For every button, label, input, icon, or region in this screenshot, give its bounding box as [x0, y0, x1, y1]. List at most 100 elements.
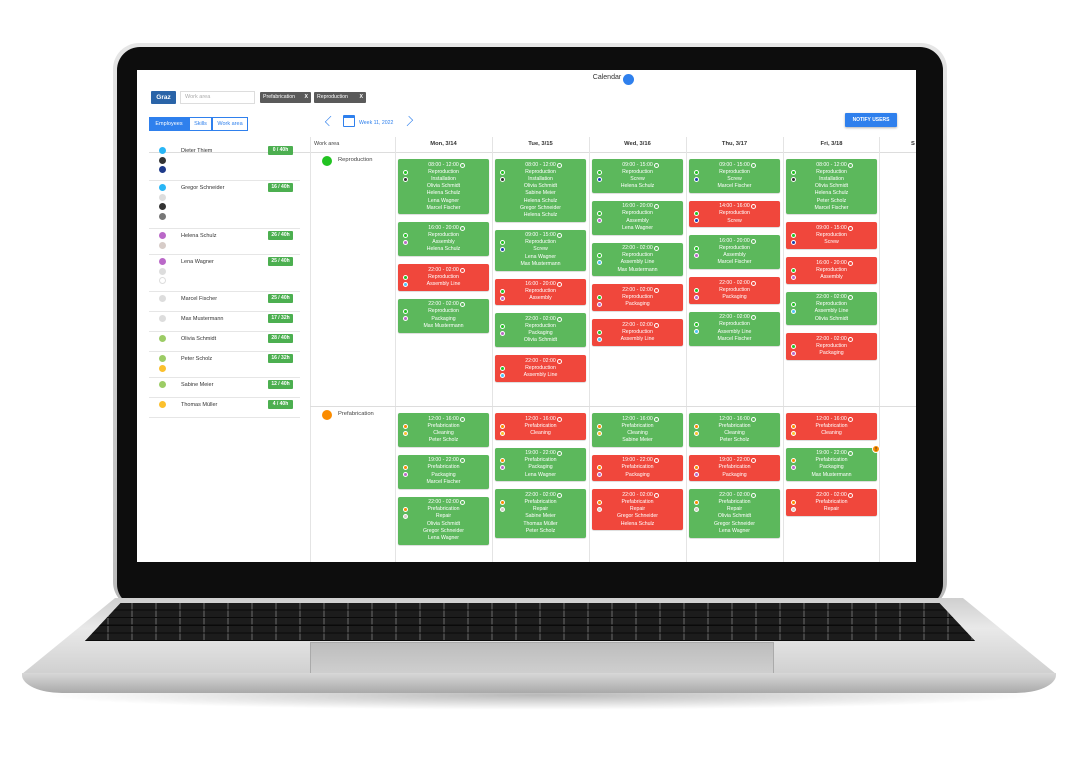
employee-row[interactable]: Max Mustermann 17 / 32h [149, 312, 300, 332]
filter-chip[interactable]: Reproduction X [314, 92, 366, 103]
filter-remove[interactable]: X [359, 94, 363, 100]
tab[interactable]: Work area [212, 117, 248, 131]
shift-card[interactable]: 08:00 - 12:00 Reproduction Installation Oli… [398, 159, 489, 215]
sync-icon[interactable] [557, 316, 562, 322]
shift-card[interactable]: 22:00 - 02:00 Reproduction Packaging Max Mu… [398, 298, 489, 333]
employee-row[interactable]: Gregor Schneider 16 / 40h [149, 181, 300, 229]
shift-card[interactable]: 22:00 - 02:00 Reproduction Assembly Line [495, 355, 586, 382]
shift-card[interactable]: 19:00 - 22:00 Prefabrication Packaging [689, 454, 780, 482]
sync-icon[interactable] [848, 260, 853, 266]
sync-icon[interactable] [751, 416, 756, 422]
alert-badge[interactable]: ! [872, 444, 880, 453]
sync-icon[interactable] [654, 204, 659, 210]
shift-card[interactable]: 22:00 - 02:00 Reproduction Packaging [689, 277, 780, 304]
shift-card[interactable]: 22:00 - 02:00 Reproduction Packaging [592, 284, 683, 311]
sync-icon[interactable] [751, 162, 756, 168]
employee-row[interactable]: Dieter Thiem 0 / 40h [149, 144, 300, 181]
tab[interactable]: Employees [149, 117, 189, 131]
sync-icon[interactable] [460, 267, 465, 273]
shift-card[interactable]: 22:00 - 02:00 Prefabrication Repair Gregor … [592, 489, 683, 531]
sync-icon[interactable] [848, 451, 853, 457]
notify-button[interactable]: NOTIFY USERS [845, 113, 897, 127]
sync-icon[interactable] [751, 238, 756, 244]
sync-icon[interactable] [557, 451, 562, 457]
shift-card[interactable]: 09:00 - 15:00 Reproduction Screw Helena Sch… [592, 159, 683, 193]
shift-card[interactable]: 22:00 - 02:00 Reproduction Assembly Line Ma… [592, 242, 683, 277]
sync-icon[interactable] [751, 315, 756, 321]
sync-icon[interactable] [654, 246, 659, 252]
sync-icon[interactable] [460, 302, 465, 308]
sync-icon[interactable] [557, 233, 562, 239]
shift-card[interactable]: 19:00 - 22:00 Prefabrication Packaging [592, 454, 683, 482]
shift-card[interactable]: 08:00 - 12:00 Reproduction Installation Oli… [495, 159, 586, 222]
shift-card[interactable]: 09:00 - 15:00 Reproduction Screw Marcel Fis… [689, 159, 780, 193]
sync-icon[interactable] [460, 225, 465, 231]
shift-card[interactable]: 12:00 - 16:00 Prefabrication Cleaning Sabin… [592, 413, 683, 447]
sync-icon[interactable] [654, 162, 659, 168]
tab[interactable]: Skills [189, 117, 212, 131]
sync-icon[interactable] [557, 492, 562, 498]
sync-icon[interactable] [848, 295, 853, 301]
shift-card[interactable]: 16:00 - 20:00 Reproduction Assembly [495, 278, 586, 306]
shift-card[interactable]: 09:00 - 15:00 Reproduction Screw Lena Wagne… [495, 229, 586, 271]
sync-icon[interactable] [557, 358, 562, 364]
shift-card[interactable]: 09:00 - 15:00 Reproduction Screw [786, 222, 877, 249]
shift-card[interactable]: 22:00 - 02:00 Reproduction Assembly Line Ma… [689, 311, 780, 346]
sync-icon[interactable] [751, 458, 756, 464]
shift-card[interactable]: 22:00 - 02:00 Prefabrication Repair Sabine … [495, 489, 586, 538]
shift-card[interactable]: 16:00 - 20:00 Reproduction Assembly Lena Wa… [592, 200, 683, 235]
sync-icon[interactable] [751, 492, 756, 498]
employee-row[interactable]: Marcel Fischer 25 / 40h [149, 292, 300, 312]
sync-icon[interactable] [557, 416, 562, 422]
shift-card[interactable]: 19:00 - 22:00 Prefabrication Packaging Max … [786, 444, 880, 482]
shift-card[interactable]: 22:00 - 02:00 Reproduction Assembly Line [592, 319, 683, 346]
shift-card[interactable]: 12:00 - 16:00 Prefabrication Cleaning [786, 413, 877, 440]
search-input[interactable]: Work area [180, 91, 255, 104]
employee-row[interactable]: Olivia Schmidt 28 / 40h [149, 332, 300, 352]
sync-icon[interactable] [751, 280, 756, 286]
sync-icon[interactable] [654, 287, 659, 293]
sync-icon[interactable] [557, 162, 562, 168]
employee-row[interactable]: Sabine Meier 12 / 40h [149, 378, 300, 398]
employee-row[interactable]: Peter Scholz 16 / 32h [149, 352, 300, 378]
location-button[interactable]: Graz [151, 91, 176, 104]
sync-icon[interactable] [848, 162, 853, 168]
shift-card[interactable]: 19:00 - 22:00 Prefabrication Packaging Lena… [495, 447, 586, 482]
employee-row[interactable]: Thomas Müller 4 / 40h [149, 398, 300, 418]
sync-icon[interactable] [654, 492, 659, 498]
sync-icon[interactable] [848, 416, 853, 422]
employee-row[interactable]: Lena Wagner 25 / 40h [149, 255, 300, 292]
sync-icon[interactable] [654, 322, 659, 328]
shift-card[interactable]: 22:00 - 02:00 Prefabrication Repair Olivia … [689, 489, 780, 538]
calendar-icon[interactable] [343, 115, 355, 127]
sync-icon[interactable] [848, 336, 853, 342]
shift-card[interactable]: 08:00 - 12:00 Reproduction Installation Oli… [786, 159, 877, 215]
filter-remove[interactable]: X [304, 94, 308, 100]
shift-card[interactable]: 22:00 - 02:00 Reproduction Packaging [786, 333, 877, 360]
shift-card[interactable]: 12:00 - 16:00 Prefabrication Cleaning [495, 413, 586, 440]
employee-row[interactable]: Helena Schulz 26 / 40h [149, 229, 300, 255]
sync-icon[interactable] [460, 162, 465, 168]
sync-icon[interactable] [460, 458, 465, 464]
sync-icon[interactable] [460, 500, 465, 506]
shift-card[interactable]: 14:00 - 16:00 Reproduction Screw [689, 200, 780, 228]
shift-card[interactable]: 16:00 - 20:00 Reproduction Assembly Marcel … [689, 235, 780, 270]
next-week[interactable] [402, 115, 414, 127]
shift-card[interactable]: 12:00 - 16:00 Prefabrication Cleaning Peter… [689, 413, 780, 447]
shift-card[interactable]: 16:00 - 20:00 Reproduction Assembly Helena … [398, 222, 489, 257]
shift-card[interactable]: 19:00 - 22:00 Prefabrication Packaging Marc… [398, 454, 489, 489]
shift-card[interactable]: 12:00 - 16:00 Prefabrication Cleaning Peter… [398, 413, 489, 447]
shift-card[interactable]: 22:00 - 02:00 Prefabrication Repair [786, 489, 877, 516]
sync-icon[interactable] [848, 225, 853, 231]
sync-icon[interactable] [460, 416, 465, 422]
shift-card[interactable]: 22:00 - 02:00 Reproduction Assembly Line Ol… [786, 291, 877, 326]
shift-card[interactable]: 22:00 - 02:00 Reproduction Packaging Olivia… [495, 313, 586, 347]
sync-icon[interactable] [848, 492, 853, 498]
shift-card[interactable]: 22:00 - 02:00 Prefabrication Repair Olivia … [398, 496, 489, 545]
shift-card[interactable]: 16:00 - 20:00 Reproduction Assembly [786, 257, 877, 284]
sync-icon[interactable] [751, 204, 756, 210]
filter-chip[interactable]: Prefabrication X [260, 92, 311, 103]
notification-icon[interactable] [623, 74, 634, 85]
sync-icon[interactable] [654, 458, 659, 464]
sync-icon[interactable] [557, 282, 562, 288]
